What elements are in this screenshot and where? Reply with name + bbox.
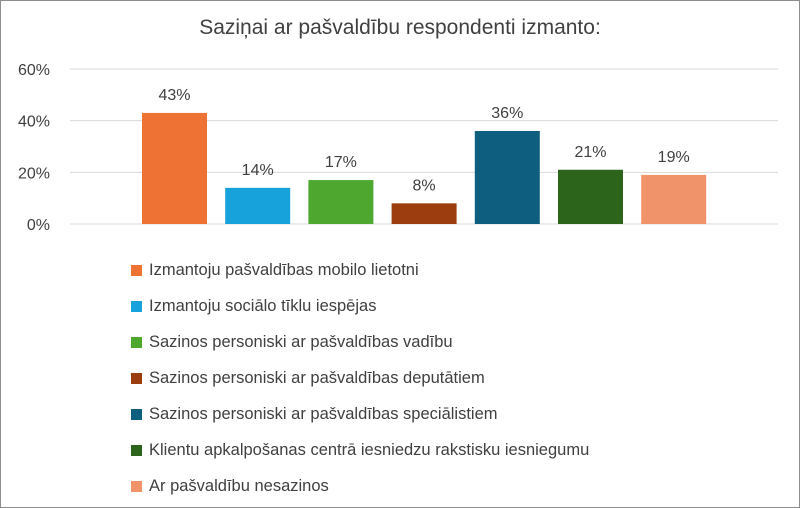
y-tick-label: 60% [18, 62, 50, 79]
y-tick-label: 40% [18, 114, 50, 131]
legend-item: Sazinos personiski ar pašvaldības deputā… [131, 360, 589, 396]
bar [225, 187, 291, 224]
legend-label: Sazinos personiski ar pašvaldības deputā… [149, 368, 485, 387]
data-label: 8% [413, 177, 436, 194]
bar [558, 169, 623, 224]
legend-item: Izmantoju pašvaldības mobilo lietotni [131, 252, 589, 288]
y-tick-label: 20% [18, 165, 50, 182]
bar [142, 112, 207, 224]
legend-item: Klientu apkalpošanas centrā iesniedzu ra… [131, 432, 589, 468]
legend-label: Sazinos personiski ar pašvaldības speciā… [149, 404, 498, 423]
data-label: 21% [574, 144, 606, 161]
legend-item: Sazinos personiski ar pašvaldības vadību [131, 324, 589, 360]
data-label: 17% [325, 154, 357, 171]
legend-item: Ar pašvaldību nesazinos [131, 468, 589, 504]
bar [641, 174, 707, 224]
legend-swatch [131, 336, 142, 348]
legend-label: Klientu apkalpošanas centrā iesniedzu ra… [149, 440, 590, 459]
bar [391, 203, 457, 224]
legend-swatch [131, 372, 142, 384]
legend-swatch [131, 264, 142, 276]
chart-legend: Izmantoju pašvaldības mobilo lietotni Izm… [131, 252, 589, 504]
legend-label: Ar pašvaldību nesazinos [149, 476, 329, 495]
legend-swatch [131, 444, 142, 456]
legend-label: Sazinos personiski ar pašvaldības vadību [149, 332, 453, 351]
bar [474, 131, 540, 224]
data-label: 36% [491, 105, 523, 122]
legend-swatch [131, 300, 142, 312]
legend-item: Izmantoju sociālo tīklu iespējas [131, 288, 589, 324]
bar [308, 180, 374, 224]
legend-label: Izmantoju sociālo tīklu iespējas [149, 296, 377, 315]
legend-label: Izmantoju pašvaldības mobilo lietotni [149, 260, 419, 279]
legend-swatch [131, 408, 142, 420]
y-tick-label: 0% [27, 217, 50, 234]
legend-item: Sazinos personiski ar pašvaldības speciā… [131, 396, 589, 432]
legend-swatch [131, 480, 142, 492]
data-label: 43% [158, 87, 190, 104]
chart-title: Saziņai ar pašvaldību respondenti izmant… [199, 16, 601, 39]
data-label: 19% [658, 149, 690, 166]
data-label: 14% [242, 162, 274, 179]
